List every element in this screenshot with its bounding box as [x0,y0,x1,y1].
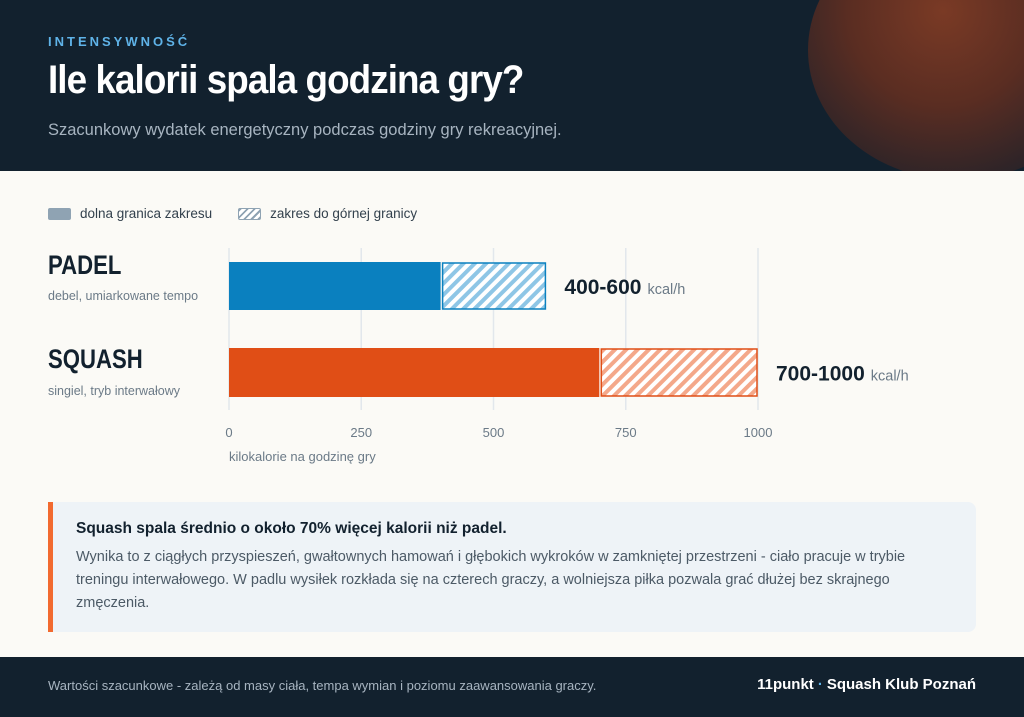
bar-squash-range [600,348,758,397]
legend-item-hatch: zakres do górnej granicy [238,206,417,221]
brand-name: 11punkt [757,676,814,693]
bar-padel-range [441,262,547,310]
bars [229,262,758,397]
legend-item-solid: dolna granica zakresu [48,206,212,221]
category-name-padel: PADEL [48,250,122,280]
x-tick-label-750: 750 [615,425,637,440]
eyebrow-label: INTENSYWNOŚĆ [48,34,191,49]
category-desc-squash: singiel, tryb interwałowy [48,384,180,398]
x-tick-label-0: 0 [225,425,232,440]
legend-swatch-hatch [238,207,262,220]
insight-body: Wynika to z ciągłych przyspieszeń, gwałt… [76,549,906,611]
value-label-padel: 400-600 kcal/h [564,276,685,299]
footer-note: Wartości szacunkowe - zależą od masy cia… [48,678,597,693]
x-tick-label-500: 500 [483,425,505,440]
bar-squash-low [229,348,600,397]
insight-title: Squash spala średnio o około 70% więcej … [76,520,507,537]
category-name-squash: SQUASH [48,344,143,374]
legend-swatch-solid [48,207,71,220]
value-labels: 400-600 kcal/h 700-1000 kcal/h [564,276,908,386]
header-banner: INTENSYWNOŚĆ Ile kalorii spala godzina g… [0,0,1024,171]
legend-label-solid: dolna granica zakresu [80,206,213,221]
insight-box: Squash spala średnio o około 70% więcej … [48,502,976,632]
bar-chart: 400-600 kcal/h 700-1000 kcal/h 0 250 500 750 10… [225,248,909,464]
category-desc-padel: debel, umiarkowane tempo [48,289,199,303]
chart-legend: dolna granica zakresu zakres do górnej g… [48,206,443,221]
x-axis-ticks: 0 250 500 750 1000 [225,425,772,440]
value-label-squash: 700-1000 kcal/h [776,363,909,386]
legend-label-hatch: zakres do górnej granicy [270,206,418,221]
brand-separator: · [817,676,823,693]
page-title: Ile kalorii spala godzina gry? [48,58,524,102]
bar-padel-low [229,262,441,310]
page-subtitle: Szacunkowy wydatek energetyczny podczas … [48,121,562,139]
x-tick-label-250: 250 [350,425,372,440]
x-tick-label-1000: 1000 [744,425,773,440]
brand-club: Squash Klub Poznań [826,676,976,693]
footer-bar: Wartości szacunkowe - zależą od masy cia… [0,657,1024,717]
x-axis-label: kilokalorie na godzinę gry [229,449,376,464]
footer-brand: 11punkt · Squash Klub Poznań [757,676,976,693]
